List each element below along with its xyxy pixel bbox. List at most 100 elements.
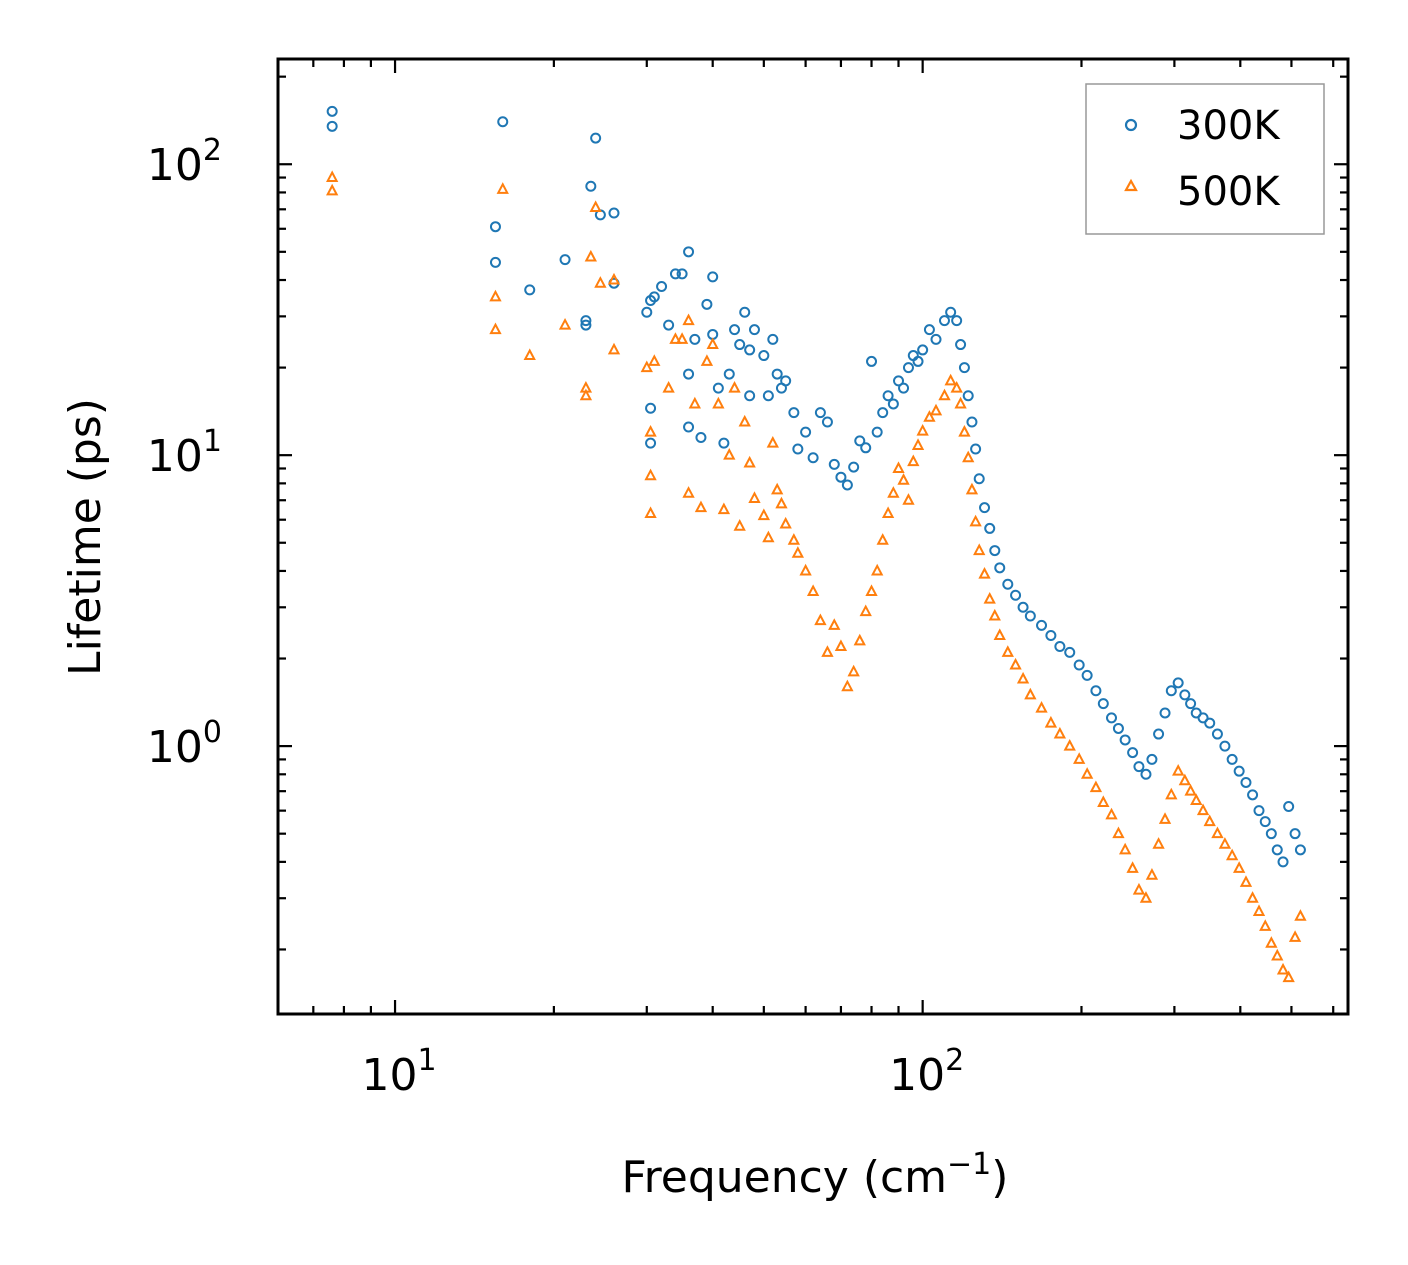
data-point-500k — [558, 317, 572, 330]
data-point-500k — [944, 373, 957, 386]
data-point-300k — [989, 545, 1001, 557]
data-point-300k — [1219, 740, 1231, 752]
data-point-300k — [898, 382, 910, 394]
data-point-300k — [973, 473, 985, 485]
data-point-300k — [1277, 856, 1289, 868]
data-point-300k — [958, 362, 970, 374]
data-point-300k — [938, 315, 950, 327]
legend-label-500k: 500K — [1177, 169, 1281, 215]
data-point-500k — [723, 448, 736, 460]
data-point-300k — [683, 368, 695, 380]
data-marks — [326, 105, 1307, 983]
data-point-300k — [962, 390, 974, 402]
data-point-300k — [1226, 753, 1238, 765]
data-point-500k — [1252, 904, 1266, 917]
data-point-300k — [887, 398, 899, 410]
data-point-300k — [707, 271, 719, 283]
data-point-300k — [758, 350, 770, 362]
data-point-300k — [645, 437, 657, 449]
data-point-300k — [580, 319, 592, 331]
data-point-500k — [1105, 807, 1118, 820]
data-point-500k — [1282, 970, 1295, 983]
data-point-500k — [1271, 948, 1284, 961]
data-point-300k — [1045, 629, 1057, 641]
data-point-500k — [326, 183, 339, 196]
data-point-500k — [640, 360, 653, 373]
data-point-500k — [902, 493, 915, 505]
data-point-500k — [881, 506, 895, 519]
data-point-500k — [771, 482, 784, 495]
data-point-500k — [712, 396, 725, 409]
data-point-500k — [1196, 803, 1210, 816]
data-point-500k — [1276, 962, 1290, 975]
legend: 300K 500K — [1085, 83, 1325, 235]
data-point-300k — [771, 368, 783, 380]
data-point-500k — [828, 618, 841, 630]
data-point-500k — [1097, 795, 1110, 807]
data-point-300k — [1017, 601, 1029, 613]
data-point-500k — [1016, 671, 1030, 684]
data-point-500k — [954, 396, 967, 409]
data-point-300k — [1289, 828, 1301, 840]
data-point-300k — [984, 522, 996, 534]
data-point-500k — [1112, 826, 1125, 839]
data-point-500k — [892, 461, 905, 473]
data-point-300k — [1036, 619, 1048, 631]
data-point-500k — [988, 608, 1001, 621]
data-point-300k — [848, 461, 860, 473]
data-point-500k — [965, 482, 979, 495]
data-point-300k — [695, 432, 707, 444]
data-point-500k — [496, 182, 509, 194]
data-point-300k — [835, 471, 847, 483]
data-point-300k — [676, 268, 688, 280]
data-point-500k — [1118, 842, 1132, 855]
data-point-300k — [966, 416, 978, 428]
data-point-500k — [1080, 767, 1094, 779]
data-point-500k — [648, 354, 661, 366]
data-point-500k — [853, 633, 866, 646]
data-point-500k — [762, 530, 775, 543]
data-point-500k — [644, 506, 657, 519]
data-point-500k — [841, 679, 854, 692]
data-point-300k — [951, 315, 963, 327]
data-point-300k — [689, 333, 701, 345]
data-point-300k — [734, 339, 746, 351]
data-point-500k — [887, 486, 900, 498]
data-point-500k — [589, 200, 602, 213]
data-point-300k — [648, 291, 660, 303]
data-point-300k — [1064, 646, 1076, 658]
x-axis-label: Frequency (cm−1) — [622, 1147, 1009, 1203]
data-point-500k — [916, 423, 929, 436]
data-point-300k — [1259, 816, 1271, 828]
data-point-300k — [1253, 805, 1265, 817]
data-point-500k — [594, 276, 607, 288]
data-point-500k — [791, 546, 804, 558]
data-point-300k — [744, 390, 756, 402]
data-point-500k — [489, 322, 502, 335]
data-point-300k — [489, 221, 501, 233]
data-point-500k — [871, 563, 884, 576]
data-point-300k — [748, 324, 760, 336]
data-point-500k — [766, 435, 779, 448]
data-point-300k — [979, 502, 991, 514]
data-point-300k — [1002, 578, 1014, 590]
data-point-500k — [1145, 868, 1159, 880]
data-point-300k — [663, 319, 675, 331]
data-point-500k — [834, 639, 848, 651]
data-point-300k — [1283, 801, 1295, 813]
legend-label-300k: 300K — [1177, 103, 1281, 149]
data-point-500k — [682, 313, 695, 326]
y-axis-label: Lifetime (ps) — [60, 398, 111, 676]
data-point-300k — [970, 443, 982, 455]
data-point-300k — [1133, 761, 1145, 773]
data-point-300k — [580, 315, 592, 327]
data-point-300k — [1165, 685, 1177, 697]
data-point-500k — [775, 496, 788, 509]
data-point-500k — [1178, 773, 1191, 786]
data-point-500k — [969, 514, 982, 527]
data-point-300k — [718, 437, 730, 449]
data-point-500k — [1132, 882, 1146, 895]
data-point-500k — [1158, 812, 1172, 824]
data-point-300k — [1153, 728, 1165, 740]
